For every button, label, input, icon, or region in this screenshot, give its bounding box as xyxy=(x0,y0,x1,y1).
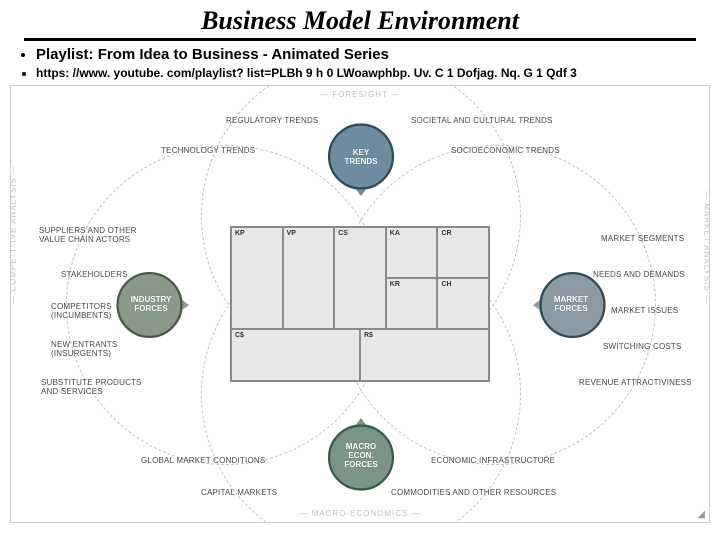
env-label: SOCIOECONOMIC TRENDS xyxy=(451,146,560,155)
force-node-bottom: MACROECON.FORCES xyxy=(323,418,399,494)
canvas-cost: C$ xyxy=(231,329,360,381)
diagram: — FORESIGHT — — MACRO-ECONOMICS — — COMP… xyxy=(10,85,710,523)
force-node-top: KEYTRENDS xyxy=(323,120,399,196)
bullet-playlist: Playlist: From Idea to Business - Animat… xyxy=(36,45,696,65)
canvas-cs: CS xyxy=(334,227,386,329)
force-node-right: MARKETFORCES xyxy=(533,267,609,343)
env-label: SWITCHING COSTS xyxy=(603,342,682,351)
corner-mark: ◢ xyxy=(697,509,705,520)
title-rule xyxy=(24,38,696,41)
page-title: Business Model Environment xyxy=(0,0,720,38)
env-label: NEW ENTRANTS (INSURGENTS) xyxy=(51,340,117,358)
canvas-cr: CR xyxy=(437,227,489,278)
env-label: ECONOMIC INFRASTRUCTURE xyxy=(431,456,555,465)
env-label: SUPPLIERS AND OTHER VALUE CHAIN ACTORS xyxy=(39,226,137,244)
env-label: MARKET SEGMENTS xyxy=(601,234,684,243)
env-label: SUBSTITUTE PRODUCTS AND SERVICES xyxy=(41,378,142,396)
force-node-left: INDUSTRYFORCES xyxy=(113,267,189,343)
env-label: REVENUE ATTRACTIVINESS xyxy=(579,378,692,387)
env-label: REGULATORY TRENDS xyxy=(226,116,318,125)
bullet-list: Playlist: From Idea to Business - Animat… xyxy=(0,45,720,81)
canvas-ka: KA xyxy=(386,227,438,278)
canvas-kr: KR xyxy=(386,278,438,329)
env-label: MARKET ISSUES xyxy=(611,306,678,315)
env-label: TECHNOLOGY TRENDS xyxy=(161,146,255,155)
axis-right: — MARKET ANALYSIS — xyxy=(703,191,711,304)
env-label: CAPITAL MARKETS xyxy=(201,488,277,497)
canvas-vp: VP xyxy=(283,227,335,329)
canvas-ch: CH xyxy=(437,278,489,329)
axis-left: — COMPETITIVE ANALYSIS — xyxy=(10,165,18,304)
canvas-kp: KP xyxy=(231,227,283,329)
bm-canvas: KP KA VP CR CS KR CH C$ R$ xyxy=(230,226,490,382)
env-label: GLOBAL MARKET CONDITIONS xyxy=(141,456,265,465)
env-label: COMMODITIES AND OTHER RESOURCES xyxy=(391,488,556,497)
env-label: SOCIETAL AND CULTURAL TRENDS xyxy=(411,116,552,125)
env-label: COMPETITORS (INCUMBENTS) xyxy=(51,302,112,320)
bullet-url: https: //www. youtube. com/playlist? lis… xyxy=(36,65,696,81)
canvas-rev: R$ xyxy=(360,329,489,381)
